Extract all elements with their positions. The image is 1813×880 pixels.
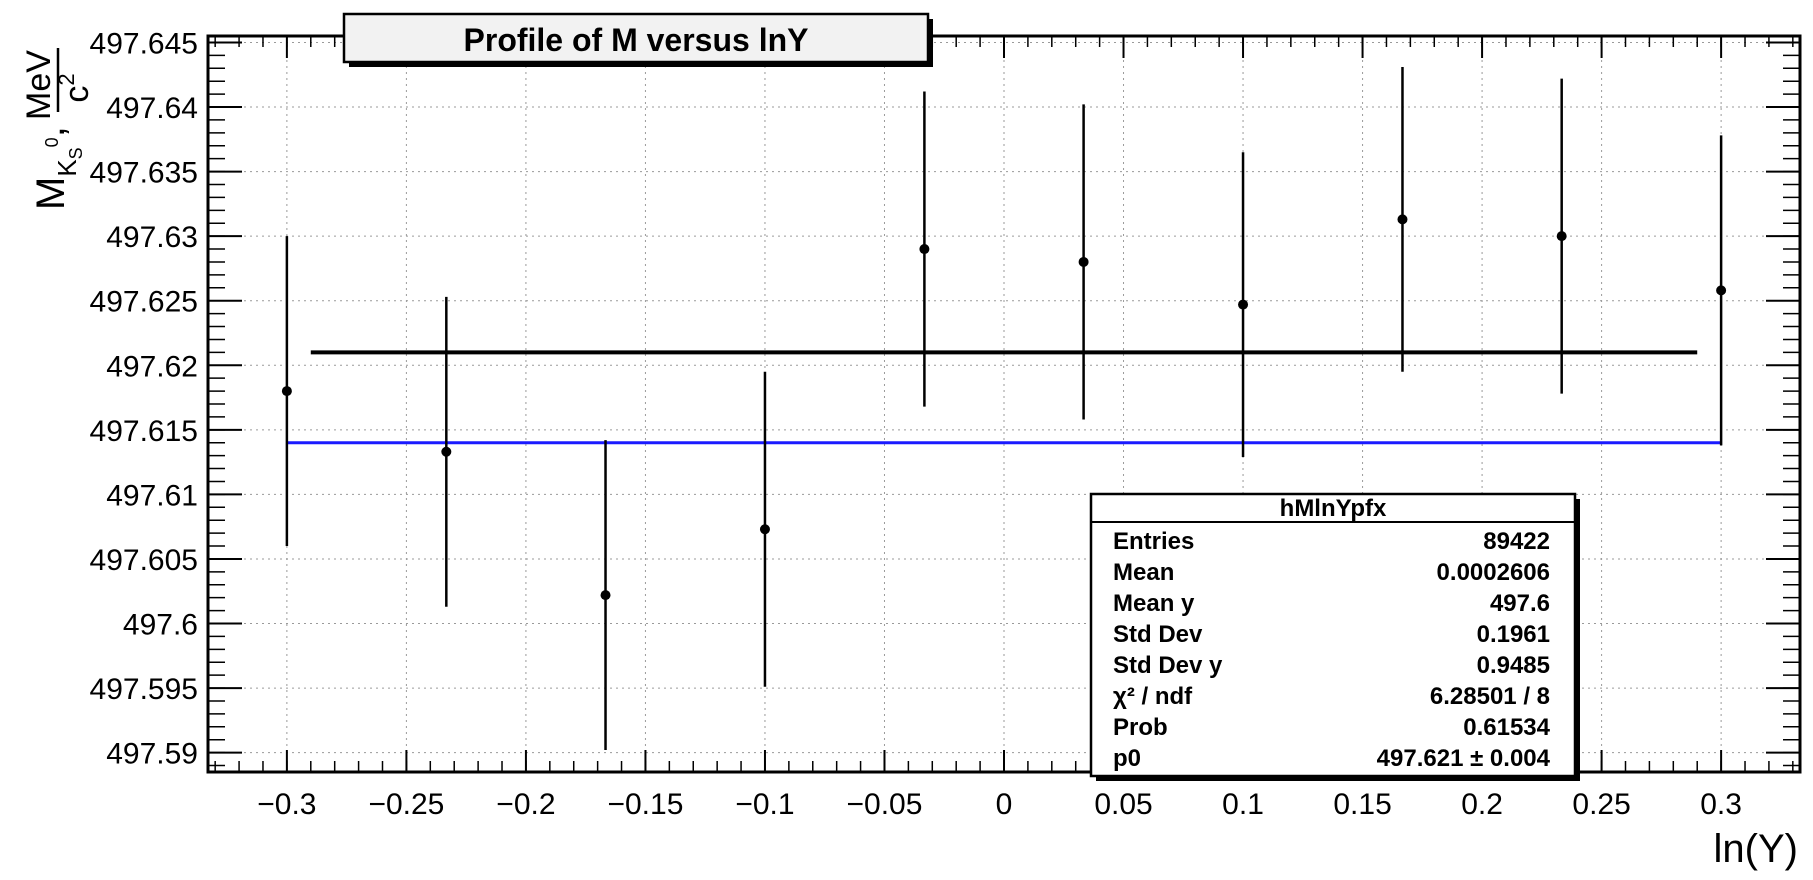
stats-label: Mean [1113, 559, 1174, 586]
y-tick-label: 497.635 [90, 157, 198, 190]
x-tick-label: 0.05 [1094, 788, 1152, 821]
x-tick-label: −0.1 [735, 788, 794, 821]
y-tick-label: 497.595 [90, 673, 198, 706]
y-axis-sup: 0 [42, 137, 62, 147]
stats-label: Std Dev y [1113, 652, 1223, 679]
title-box: Profile of M versus lnY [342, 12, 933, 67]
y-axis-unit-den-sup: 2 [54, 73, 79, 85]
y-tick-label: 497.645 [90, 27, 198, 60]
x-tick-label: 0.15 [1333, 788, 1391, 821]
stats-label: Prob [1113, 714, 1168, 741]
y-tick-label: 497.605 [90, 544, 198, 577]
x-tick-labels: −0.3 −0.25 −0.2 −0.15 −0.1 −0.05 0 0.05 0.1 0.15 0… [257, 788, 1742, 821]
x-tick-label: 0.2 [1461, 788, 1503, 821]
data-points [281, 66, 1727, 751]
x-tick-label: −0.05 [847, 788, 923, 821]
stats-value: 0.1961 [1477, 621, 1550, 648]
stats-label: p0 [1113, 745, 1141, 772]
y-axis-subsub: S [66, 147, 86, 159]
stats-label: Std Dev [1113, 621, 1203, 648]
x-tick-label: −0.3 [257, 788, 316, 821]
y-axis-unit-den: c [58, 86, 96, 103]
data-point [441, 446, 452, 457]
y-axis-sub: K [52, 159, 82, 177]
y-tick-label: 497.64 [106, 92, 198, 125]
data-point [759, 524, 770, 535]
data-point [919, 244, 930, 255]
stats-value: 0.0002606 [1437, 559, 1550, 586]
stats-label: Entries [1113, 528, 1194, 555]
y-tick-label: 497.6 [123, 609, 198, 642]
x-tick-label: 0.25 [1572, 788, 1630, 821]
x-axis-title: ln(Y) [1714, 827, 1798, 871]
y-tick-label: 497.63 [106, 221, 198, 254]
y-axis-title: MKS0, MeV c2 [20, 48, 96, 210]
data-point [1397, 214, 1408, 225]
data-point [600, 590, 611, 601]
data-point [1078, 256, 1089, 267]
y-tick-labels: 497.59 497.595 497.6 497.605 497.61 497.615 49… [90, 27, 198, 770]
data-point [281, 386, 292, 397]
y-tick-label: 497.59 [106, 738, 198, 771]
y-tick-label: 497.62 [106, 350, 198, 383]
data-point [1716, 285, 1727, 296]
svg-text:MKS0,: MKS0, [29, 126, 86, 210]
y-axis-main: M [29, 177, 73, 210]
x-tick-label: −0.25 [368, 788, 444, 821]
x-tick-label: 0 [996, 788, 1013, 821]
stats-value: 497.6 [1490, 590, 1550, 617]
y-tick-label: 497.615 [90, 415, 198, 448]
stats-rows: Entries 89422 Mean 0.0002606 Mean y 497.6 Std … [1113, 528, 1551, 772]
data-point [1556, 231, 1567, 242]
y-tick-label: 497.61 [106, 479, 198, 512]
stats-value: 0.61534 [1463, 714, 1550, 741]
data-point [1238, 299, 1249, 310]
stats-value: 89422 [1483, 528, 1550, 555]
stats-label: χ² / ndf [1113, 683, 1193, 710]
x-tick-label: 0.3 [1700, 788, 1742, 821]
x-tick-label: −0.2 [496, 788, 555, 821]
chart-title: Profile of M versus lnY [464, 22, 809, 58]
stats-label: Mean y [1113, 590, 1195, 617]
stats-value: 497.621 ± 0.004 [1377, 745, 1551, 772]
y-axis-unit-num: MeV [20, 50, 58, 120]
svg-text:c2: c2 [54, 73, 96, 102]
stats-box: hMlnYpfx Entries 89422 Mean 0.0002606 Mean y… [1089, 492, 1580, 781]
stats-value: 6.28501 / 8 [1430, 683, 1550, 710]
x-tick-label: 0.1 [1222, 788, 1264, 821]
x-tick-label: −0.15 [607, 788, 683, 821]
stats-value: 0.9485 [1477, 652, 1550, 679]
y-tick-label: 497.625 [90, 286, 198, 319]
stats-title: hMlnYpfx [1280, 495, 1387, 522]
